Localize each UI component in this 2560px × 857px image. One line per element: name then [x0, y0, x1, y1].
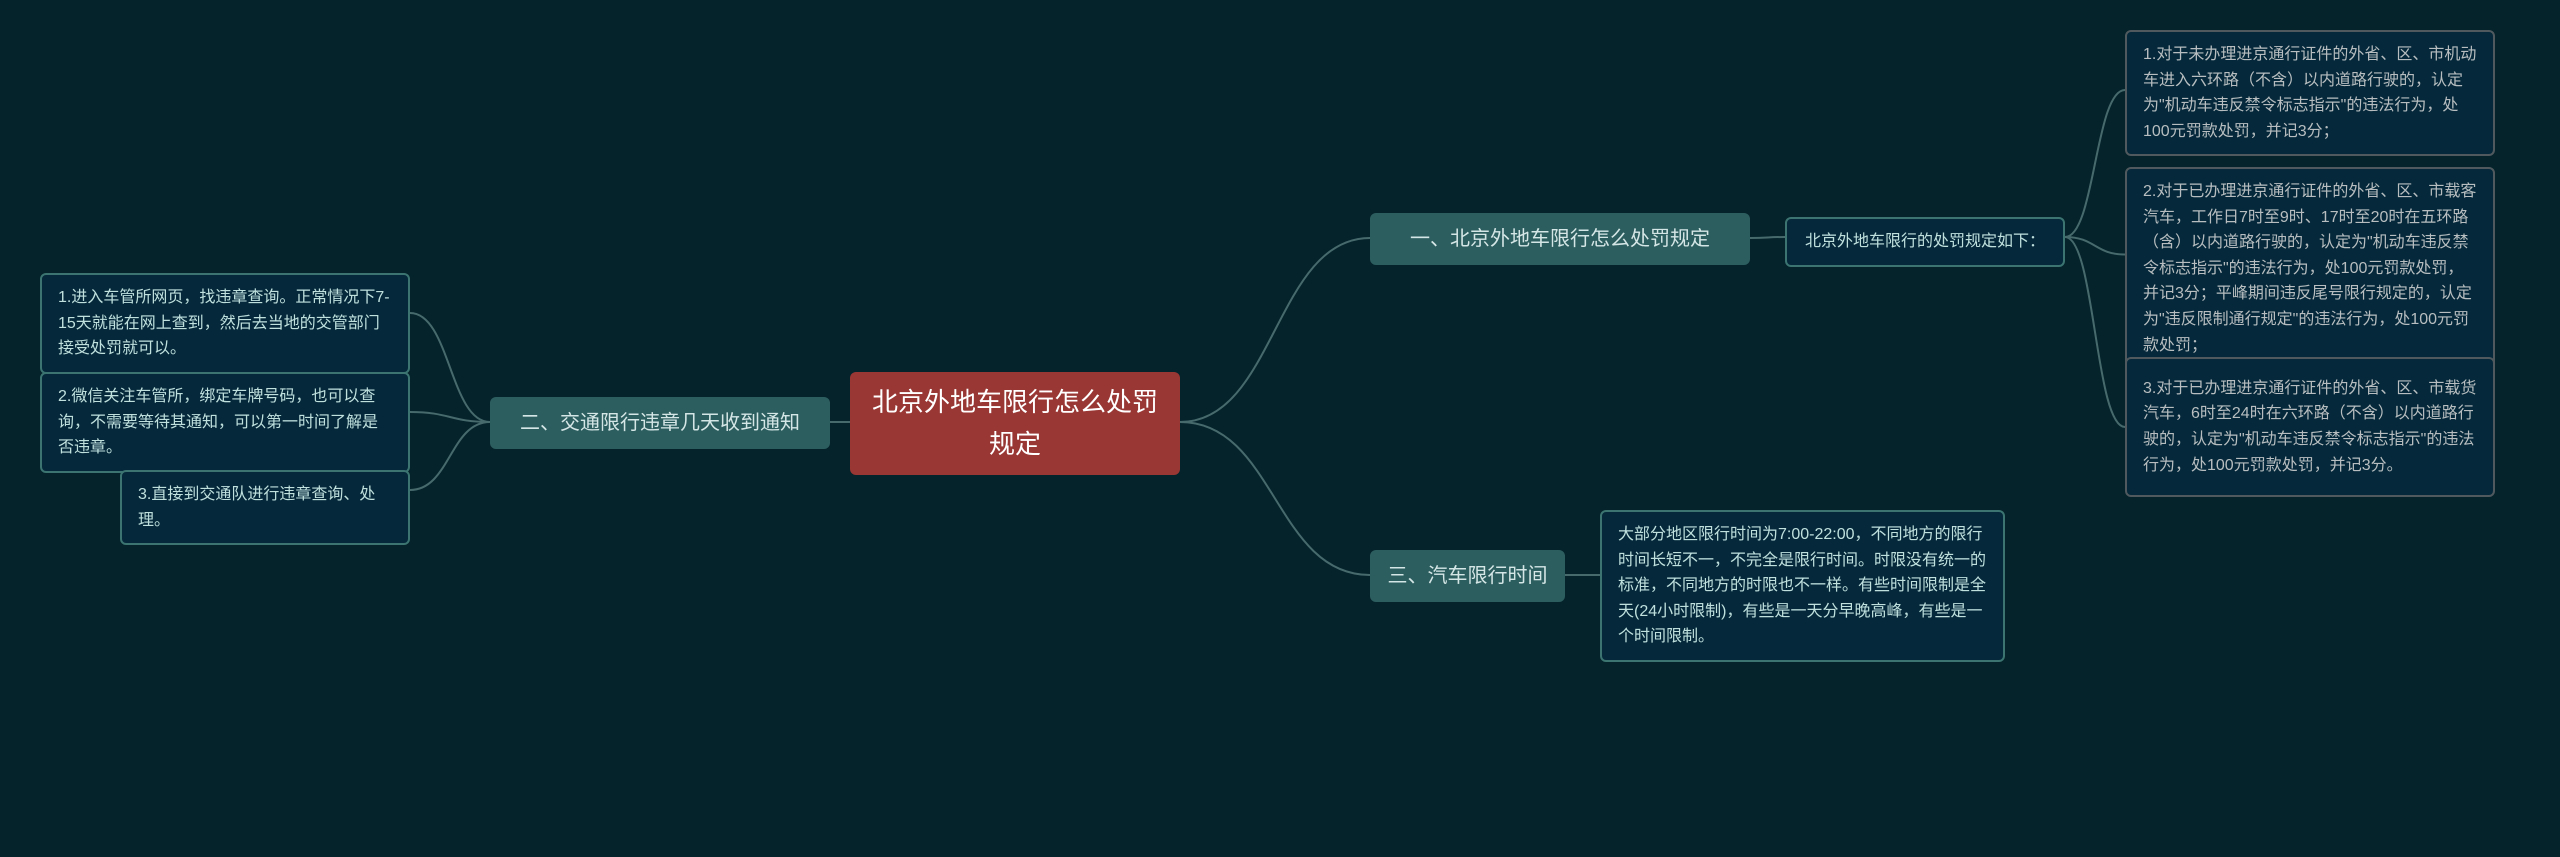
branch-3-label: 三、汽车限行时间 [1388, 560, 1548, 592]
sub-1[interactable]: 北京外地车限行的处罚规定如下： [1785, 217, 2065, 267]
leaf-2a-label: 1.进入车管所网页，找违章查询。正常情况下7-15天就能在网上查到，然后去当地的… [58, 285, 392, 362]
sub-3-label: 大部分地区限行时间为7:00-22:00，不同地方的限行时间长短不一，不完全是限… [1618, 522, 1987, 650]
center-label: 北京外地车限行怎么处罚规定 [872, 382, 1158, 465]
leaf-1c-label: 3.对于已办理进京通行证件的外省、区、市载货汽车，6时至24时在六环路（不含）以… [2143, 376, 2477, 478]
leaf-1b-label: 2.对于已办理进京通行证件的外省、区、市载客汽车，工作日7时至9时、17时至20… [2143, 179, 2477, 358]
leaf-2b[interactable]: 2.微信关注车管所，绑定车牌号码，也可以查询，不需要等待其通知，可以第一时间了解… [40, 372, 410, 473]
branch-3[interactable]: 三、汽车限行时间 [1370, 550, 1565, 602]
leaf-1a[interactable]: 1.对于未办理进京通行证件的外省、区、市机动车进入六环路（不含）以内道路行驶的，… [2125, 30, 2495, 156]
leaf-1c[interactable]: 3.对于已办理进京通行证件的外省、区、市载货汽车，6时至24时在六环路（不含）以… [2125, 357, 2495, 497]
center-topic[interactable]: 北京外地车限行怎么处罚规定 [850, 372, 1180, 475]
leaf-2c[interactable]: 3.直接到交通队进行违章查询、处理。 [120, 470, 410, 545]
sub-3[interactable]: 大部分地区限行时间为7:00-22:00，不同地方的限行时间长短不一，不完全是限… [1600, 510, 2005, 662]
branch-1-label: 一、北京外地车限行怎么处罚规定 [1410, 223, 1710, 255]
sub-1-label: 北京外地车限行的处罚规定如下： [1805, 229, 2045, 255]
branch-2[interactable]: 二、交通限行违章几天收到通知 [490, 397, 830, 449]
branch-1[interactable]: 一、北京外地车限行怎么处罚规定 [1370, 213, 1750, 265]
leaf-2c-label: 3.直接到交通队进行违章查询、处理。 [138, 482, 392, 533]
leaf-1b[interactable]: 2.对于已办理进京通行证件的外省、区、市载客汽车，工作日7时至9时、17时至20… [2125, 167, 2495, 370]
branch-2-label: 二、交通限行违章几天收到通知 [520, 407, 800, 439]
leaf-2a[interactable]: 1.进入车管所网页，找违章查询。正常情况下7-15天就能在网上查到，然后去当地的… [40, 273, 410, 374]
leaf-2b-label: 2.微信关注车管所，绑定车牌号码，也可以查询，不需要等待其通知，可以第一时间了解… [58, 384, 392, 461]
leaf-1a-label: 1.对于未办理进京通行证件的外省、区、市机动车进入六环路（不含）以内道路行驶的，… [2143, 42, 2477, 144]
